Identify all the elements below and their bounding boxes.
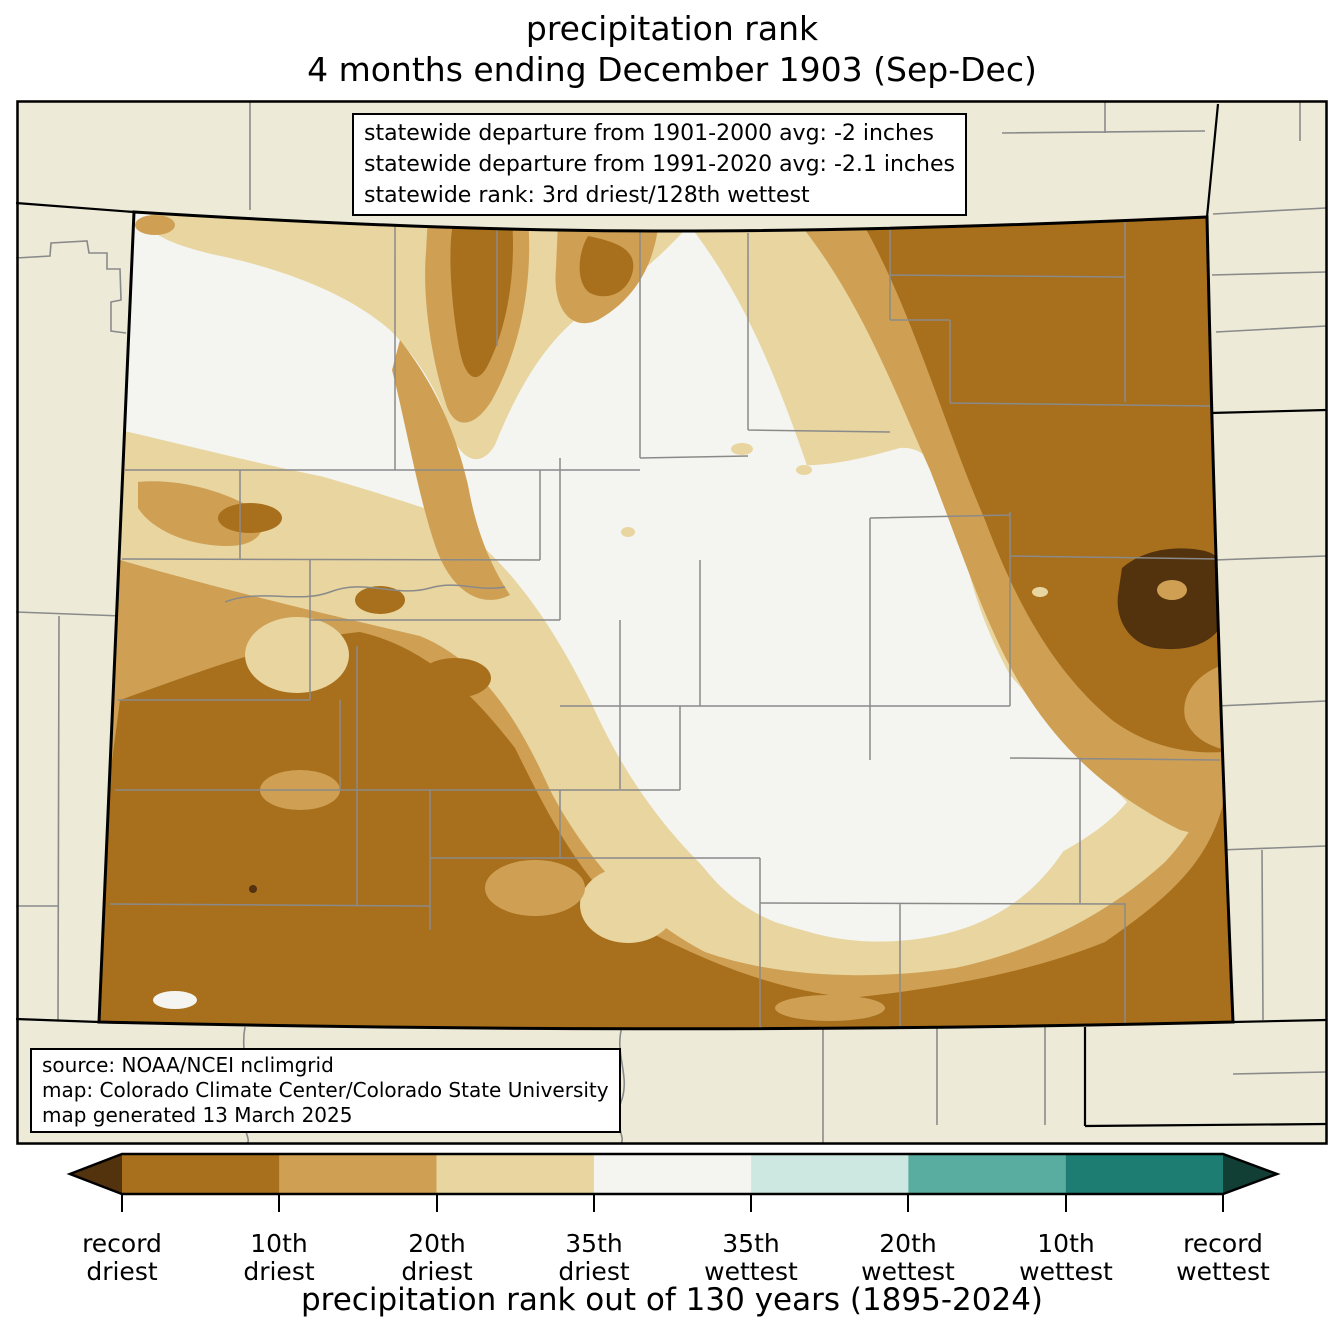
legend-label-10th-driest: 10th driest [243, 1229, 315, 1286]
legend-label-20th-driest: 20th driest [401, 1229, 473, 1286]
rank-region-near-normal [120, 240, 1127, 937]
state-border [97, 210, 1235, 1031]
colorbar-caption: precipitation rank out of 130 years (189… [300, 1282, 1044, 1318]
colorbar-seg-20th-wettest [908, 1154, 1066, 1194]
stats-line3: statewide rank: 3rd driest/128th wettest [364, 183, 810, 208]
stats-line2: statewide departure from 1991-2020 avg: … [364, 152, 955, 177]
source-line3: map generated 13 March 2025 [42, 1103, 353, 1127]
colorbar-seg-35th-driest [436, 1154, 594, 1194]
legend-label-35th-driest: 35th driest [558, 1229, 630, 1286]
neighbor-county-lines [16, 102, 1327, 1144]
colorbar-seg-10th-driest [122, 1154, 280, 1194]
legend-label-35th-wettest: 35th wettest [704, 1229, 798, 1286]
map-frame [16, 100, 1328, 1145]
colorbar-ticks [121, 1194, 1224, 1212]
colorbar-seg-near-normal [593, 1154, 752, 1194]
source-box: source: NOAA/NCEI nclimgrid map: Colorad… [30, 1048, 621, 1133]
colorbar-seg-10th-wettest [1065, 1154, 1223, 1194]
legend-label-record-wettest: record wettest [1176, 1229, 1270, 1286]
legend-label-record-driest: record driest [82, 1229, 162, 1286]
colorbar-tip-record-wettest [1223, 1154, 1277, 1194]
title-line2: 4 months ending December 1903 (Sep-Dec) [307, 50, 1037, 89]
record-driest-hole [1157, 580, 1187, 600]
colorbar-tip-record-driest [70, 1154, 122, 1194]
colorado-precipitation-map [16, 100, 1328, 1145]
stats-box: statewide departure from 1901-2000 avg: … [352, 113, 967, 216]
county-lines [109, 214, 1221, 1028]
white-islands [153, 991, 197, 1009]
source-line1: source: NOAA/NCEI nclimgrid [42, 1053, 334, 1077]
stats-line1: statewide departure from 1901-2000 avg: … [364, 121, 934, 146]
source-line2: map: Colorado Climate Center/Colorado St… [42, 1078, 609, 1102]
colorbar-seg-20th-driest [279, 1154, 437, 1194]
title-line1: precipitation rank [525, 9, 819, 48]
figure-title: precipitation rank 4 months ending Decem… [0, 8, 1344, 90]
neighbor-state-borders [16, 103, 1327, 1128]
colorbar-seg-35th-wettest [751, 1154, 909, 1194]
colorbar [66, 1152, 1281, 1212]
legend-label-20th-wettest: 20th wettest [861, 1229, 955, 1286]
legend-label-10th-wettest: 10th wettest [1019, 1229, 1113, 1286]
tan-islands [245, 443, 1048, 943]
